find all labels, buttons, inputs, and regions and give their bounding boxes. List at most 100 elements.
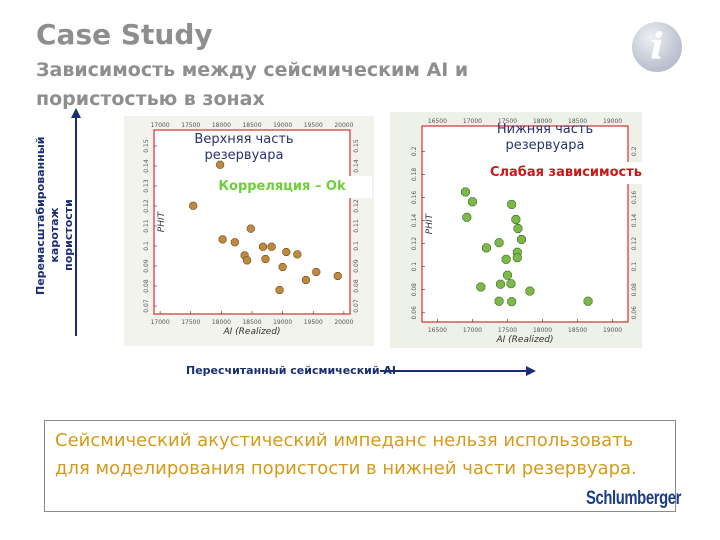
upper-y-tick-label: 0.11 <box>143 219 150 233</box>
lower-x-tick-label: 16500 <box>428 118 447 125</box>
upper-y-tick-label: 0.07 <box>353 299 360 313</box>
lower-x-tick-label: 17000 <box>463 327 482 334</box>
upper-data-point <box>278 263 287 271</box>
upper-y-tick-label: 0.08 <box>143 279 150 293</box>
lower-plot-frame <box>421 125 629 323</box>
lower-x-tick-label: 18000 <box>533 118 552 125</box>
lower-y-tick-label: 0.06 <box>411 306 418 320</box>
upper-y-tick-label: 0.07 <box>143 299 150 313</box>
upper-data-point <box>333 272 342 280</box>
upper-plot-frame <box>153 129 351 315</box>
lower-data-point <box>507 297 517 307</box>
upper-y-tick-label: 0.15 <box>143 139 150 153</box>
upper-panel-label: Верхняя часть резервуара <box>194 132 294 163</box>
upper-scatter-svg: 17000 17000 17500 17500 18000 18000 18500 18500… <box>124 116 374 346</box>
lower-y-tick-label: 0.18 <box>411 168 418 182</box>
upper-x-tick-label: 20000 <box>334 319 353 326</box>
lower-data-point <box>503 270 512 280</box>
upper-y-tick-label: 0.08 <box>353 279 360 293</box>
lower-data-point <box>462 212 472 222</box>
lower-x-tick-label: 17500 <box>498 327 517 334</box>
upper-x-tick-label: 17500 <box>181 319 200 326</box>
upper-data-point <box>246 224 255 233</box>
upper-y-tick-label: 0.11 <box>353 219 360 233</box>
upper-data-point <box>275 286 284 294</box>
lower-reservoir-plot: 16500 16500 17000 17000 17500 17500 18000 18000… <box>390 112 642 348</box>
y-axis-arrow <box>71 108 81 336</box>
upper-data-point <box>312 268 321 276</box>
upper-data-point <box>259 242 268 251</box>
upper-data-point <box>189 201 198 210</box>
upper-y-tick-label: 0.14 <box>143 159 150 173</box>
lower-y-tick-label: 0.14 <box>631 214 638 228</box>
lower-x-tick-label: 18500 <box>568 327 587 334</box>
lower-y-tick-label: 0.16 <box>411 191 418 205</box>
upper-x-axis-label: AI (Realized) <box>223 327 281 337</box>
lower-x-axis-label: AI (Realized) <box>496 335 554 345</box>
lower-data-point <box>494 296 504 306</box>
upper-x-tick-label: 18000 <box>212 319 231 326</box>
conclusion-note: Сейсмический акустический импеданс нельз… <box>44 420 676 512</box>
lower-data-point <box>494 238 504 248</box>
upper-x-tick-label: 19500 <box>304 319 323 326</box>
lower-y-tick-label: 0.08 <box>411 283 418 297</box>
lower-y-tick-label: 0.12 <box>411 237 418 251</box>
lower-data-point <box>507 199 517 209</box>
upper-data-point <box>216 160 225 169</box>
upper-y-tick-label: 0.13 <box>143 179 150 193</box>
lower-y-tick-label: 0.16 <box>631 191 638 205</box>
lower-data-point <box>583 296 593 306</box>
lower-y-axis-label: PHIT <box>425 212 435 234</box>
upper-data-point <box>230 238 239 247</box>
lower-y-tick-label: 0.12 <box>631 237 638 251</box>
lower-data-point <box>476 282 486 292</box>
lower-data-point <box>496 279 505 289</box>
lower-y-tick-label: 0.08 <box>631 283 638 297</box>
info-icon: i <box>632 22 682 72</box>
upper-x-tick-label: 19000 <box>273 319 292 326</box>
upper-data-point <box>293 250 302 259</box>
lower-y-tick-label: 0.14 <box>411 214 418 228</box>
lower-data-point <box>482 243 491 253</box>
lower-data-point <box>525 286 535 296</box>
x-axis-arrow <box>380 366 536 376</box>
lower-x-tick-label: 17000 <box>463 118 482 125</box>
upper-x-tick-label: 19500 <box>304 122 323 129</box>
upper-y-axis-label: PHIT <box>157 210 167 232</box>
upper-x-tick-label: 17000 <box>151 122 170 129</box>
lower-y-tick-label: 0.2 <box>411 146 418 156</box>
upper-x-tick-label: 20000 <box>334 122 353 129</box>
upper-y-tick-label: 0.12 <box>143 199 150 213</box>
schlumberger-logo: Schlumberger <box>586 488 681 509</box>
lower-data-point <box>513 224 523 233</box>
lower-data-point <box>460 187 470 197</box>
lower-y-tick-label: 0.2 <box>631 146 638 156</box>
lower-scatter-svg: 16500 16500 17000 17000 17500 17500 18000 18000… <box>390 112 642 348</box>
upper-data-point <box>267 242 276 251</box>
lower-y-tick-label: 0.1 <box>631 262 638 272</box>
upper-y-tick-label: 0.14 <box>353 159 360 173</box>
upper-y-tick-label: 0.15 <box>353 139 360 153</box>
lower-x-tick-label: 19000 <box>603 118 622 125</box>
upper-y-tick-label: 0.1 <box>143 241 150 251</box>
lower-x-tick-label: 16500 <box>428 327 447 334</box>
x-axis-caption: Пересчитанный сейсмический AI <box>186 364 397 377</box>
upper-y-tick-label: 0.1 <box>353 241 360 251</box>
upper-data-point <box>243 256 252 265</box>
lower-data-point <box>501 254 511 264</box>
lower-data-point <box>512 253 522 263</box>
slide-title: Case Study <box>36 18 213 51</box>
lower-data-point <box>467 197 477 207</box>
lower-x-tick-label: 18000 <box>533 327 552 334</box>
upper-reservoir-plot: 17000 17000 17500 17500 18000 18000 18500 18500… <box>124 116 374 346</box>
lower-data-point <box>511 215 521 224</box>
lower-data-point <box>506 279 516 289</box>
upper-data-point <box>282 248 291 256</box>
lower-y-tick-label: 0.1 <box>411 262 418 272</box>
lower-data-point <box>517 234 526 244</box>
upper-x-tick-label: 19000 <box>273 122 292 129</box>
upper-y-tick-label: 0.09 <box>353 259 360 273</box>
upper-x-tick-label: 18500 <box>242 122 261 129</box>
upper-data-point <box>218 235 227 244</box>
lower-correlation-badge: Слабая зависимость <box>456 162 642 184</box>
